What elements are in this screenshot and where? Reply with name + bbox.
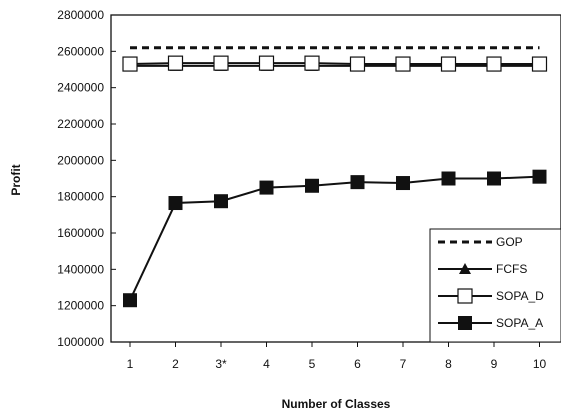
y-tick-label: 2600000: [57, 44, 104, 58]
legend-marker-fcfs: [459, 263, 471, 274]
data-point-sopa-a: [396, 176, 410, 191]
data-point-sopa-a: [532, 169, 547, 184]
series-line-sopa-a: [129, 175, 540, 301]
x-tick-label: 4: [263, 357, 270, 371]
y-tick-label: 2400000: [57, 81, 104, 95]
y-tick-label: 2800000: [57, 8, 104, 22]
data-point-sopa-d: [395, 56, 411, 72]
y-tick-label: 1600000: [57, 226, 104, 240]
x-tick-label: 3*: [215, 357, 227, 371]
legend-label-gop: GOP: [496, 235, 523, 249]
data-point-sopa-a: [168, 196, 183, 211]
data-point-sopa-d: [349, 56, 366, 72]
series-line-sopa-d: [129, 62, 540, 66]
y-axis: 1000000 1200000 1400000 1600000 1800000 20000…: [57, 8, 116, 349]
series-layer: [122, 46, 548, 308]
x-tick-label: 2: [172, 357, 179, 371]
x-tick-label: 6: [354, 357, 361, 371]
y-axis-title: Profit: [9, 164, 23, 195]
data-point-sopa-d: [486, 56, 502, 72]
legend: GOP FCFS SOPA_D SOPA_A: [429, 228, 561, 343]
x-tick-label: 1: [127, 357, 134, 371]
data-point-sopa-d: [122, 56, 138, 72]
data-point-sopa-a: [305, 178, 319, 193]
data-point-sopa-a: [487, 171, 501, 186]
x-tick-label: 7: [400, 357, 407, 371]
x-tick-label: 5: [309, 357, 316, 371]
data-point-sopa-d: [213, 55, 229, 71]
y-tick-label: 1000000: [57, 335, 104, 349]
x-tick-label: 9: [491, 357, 498, 371]
y-tick-label: 1400000: [57, 262, 104, 276]
legend-label-sopa-d: SOPA_D: [496, 289, 544, 303]
y-tick-label: 2200000: [57, 117, 104, 131]
x-axis-title: Number of Classes: [282, 397, 391, 411]
legend-marker-sopa-d: [457, 288, 473, 304]
x-tick-label: 10: [533, 357, 547, 371]
x-axis: 1 2 3* 4 5 6 7 8 9 10: [127, 342, 547, 371]
legend-label-fcfs: FCFS: [496, 262, 527, 276]
data-point-sopa-a: [441, 171, 456, 186]
y-tick-label: 1200000: [57, 299, 104, 313]
data-point-sopa-a: [123, 293, 137, 308]
legend-label-sopa-a: SOPA_A: [496, 316, 543, 330]
x-tick-label: 8: [445, 357, 452, 371]
y-tick-label: 1800000: [57, 190, 104, 204]
data-point-sopa-d: [304, 55, 320, 71]
data-point-sopa-d: [440, 56, 457, 72]
data-point-sopa-d: [531, 56, 548, 72]
y-tick-label: 2000000: [57, 153, 104, 167]
data-point-sopa-a: [259, 180, 274, 195]
data-point-sopa-d: [167, 55, 184, 71]
data-point-sopa-d: [258, 55, 275, 71]
data-point-sopa-a: [214, 194, 228, 209]
legend-marker-sopa-a: [458, 316, 472, 330]
data-point-sopa-a: [350, 175, 365, 190]
